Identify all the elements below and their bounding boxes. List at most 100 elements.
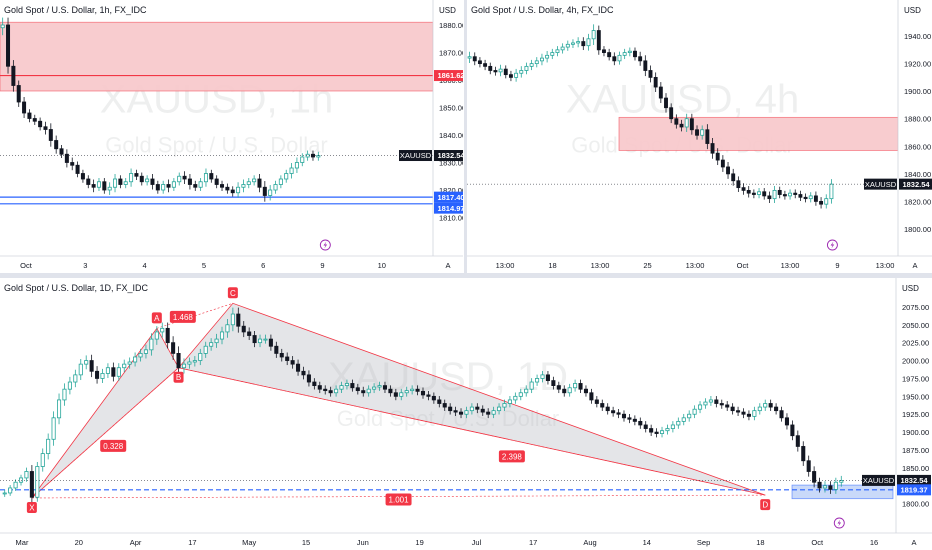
candle-body [632,418,637,422]
candle-body [591,30,596,40]
candle-body [448,406,453,412]
candle-body [695,129,699,136]
candle-body [475,406,480,410]
candle-body [75,164,80,174]
auto-scale-button[interactable]: A [911,538,916,547]
candle-body [596,30,601,51]
candle-body [404,390,409,394]
price-tick-label: 1850.00 [902,464,929,473]
price-tick-label: 1900.00 [904,87,931,96]
candle-body [555,49,560,53]
candle-body [143,349,148,354]
price-tick-label: 1940.00 [904,32,931,41]
pattern-point-label: C [230,289,236,298]
candle-body [214,338,219,344]
candle-body [344,383,349,387]
candle-body [22,101,27,114]
candle-body [252,178,257,183]
time-tick-label: 17 [188,538,196,547]
price-tick-label: 1880.00 [904,115,931,124]
candle-body [91,184,96,188]
candle-body [139,175,144,183]
candle-body [203,173,208,183]
candle-body [95,370,100,379]
candle-body [84,360,89,365]
pattern-ratio-label: 1.468 [173,313,194,322]
candle-body [252,335,257,344]
price-tick-label: 1875.00 [902,446,929,455]
candles-group [0,17,321,202]
chart-panel-1d[interactable]: XAUUSD, 1D Gold Spot / U.S. Dollar X A B C D 0.… [0,278,932,550]
price-tick-label: 2075.00 [902,303,929,312]
candle-body [653,76,658,88]
candle-body [116,367,121,377]
candle-body [415,388,420,392]
candle-body [469,406,474,412]
symbol-tag [399,150,432,162]
candle-body [752,410,757,417]
price-tag [434,191,463,203]
candles-group [2,307,844,504]
candle-body [32,118,37,122]
candle-body [171,342,176,354]
panel-divider-horizontal[interactable] [0,273,932,278]
price-tick-label: 1840.00 [439,131,463,140]
pattern-point-label: B [176,373,181,382]
candle-body [741,411,746,415]
candle-body [648,70,653,78]
candle-body [203,345,208,354]
candle-body [6,24,11,67]
pattern-point-label: D [762,501,768,510]
candle-body [767,195,772,200]
candle-body [192,360,197,363]
candle-body [669,107,674,120]
candle-body [795,435,800,447]
auto-scale-button[interactable]: A [912,261,917,270]
candle-body [219,331,225,340]
time-tick-label: 9 [835,261,839,270]
symbol-tag [864,178,897,190]
candle-body [670,424,675,429]
candle-body [535,378,540,383]
candle-body [676,420,681,426]
candle-body [154,331,159,340]
panel-divider-vertical[interactable] [464,0,467,273]
candle-body [589,392,594,401]
candle-body [165,327,170,344]
auto-scale-button[interactable]: A [445,261,450,270]
candle-body [545,374,550,381]
symbol-tag-label: XAUUSD [865,180,897,189]
candle-body [64,153,69,163]
candle-body [514,72,519,78]
candle-body [698,404,703,410]
candle-body [177,175,182,183]
candle-body [70,162,75,166]
candle-body [725,404,730,408]
price-tick-label: 1870.00 [439,49,463,58]
symbol-tag-label: XAUUSD [400,151,432,160]
candle-body [638,56,643,62]
candle-body [762,191,767,197]
supply-demand-zone [791,484,894,500]
price-tag-value: 1861.62 [437,71,463,80]
candle-body [497,406,502,412]
candle-body [149,338,154,351]
price-tick-label: 2025.00 [902,339,929,348]
candle-body [62,388,67,401]
candle-body [502,403,507,408]
time-tick-label: 14 [643,538,651,547]
currency-label: USD [439,6,456,15]
candle-body [113,178,118,188]
candle-body [241,325,246,333]
candle-body [294,162,299,169]
candle-body [182,175,187,180]
time-tick-label: Oct [20,261,33,270]
candle-body [268,338,273,347]
candle-body [617,54,622,62]
chart-panel-1h[interactable]: XAUUSD, 1h Gold Spot / U.S. Dollar USD 1880… [0,0,463,273]
price-axis-bg [896,278,932,550]
